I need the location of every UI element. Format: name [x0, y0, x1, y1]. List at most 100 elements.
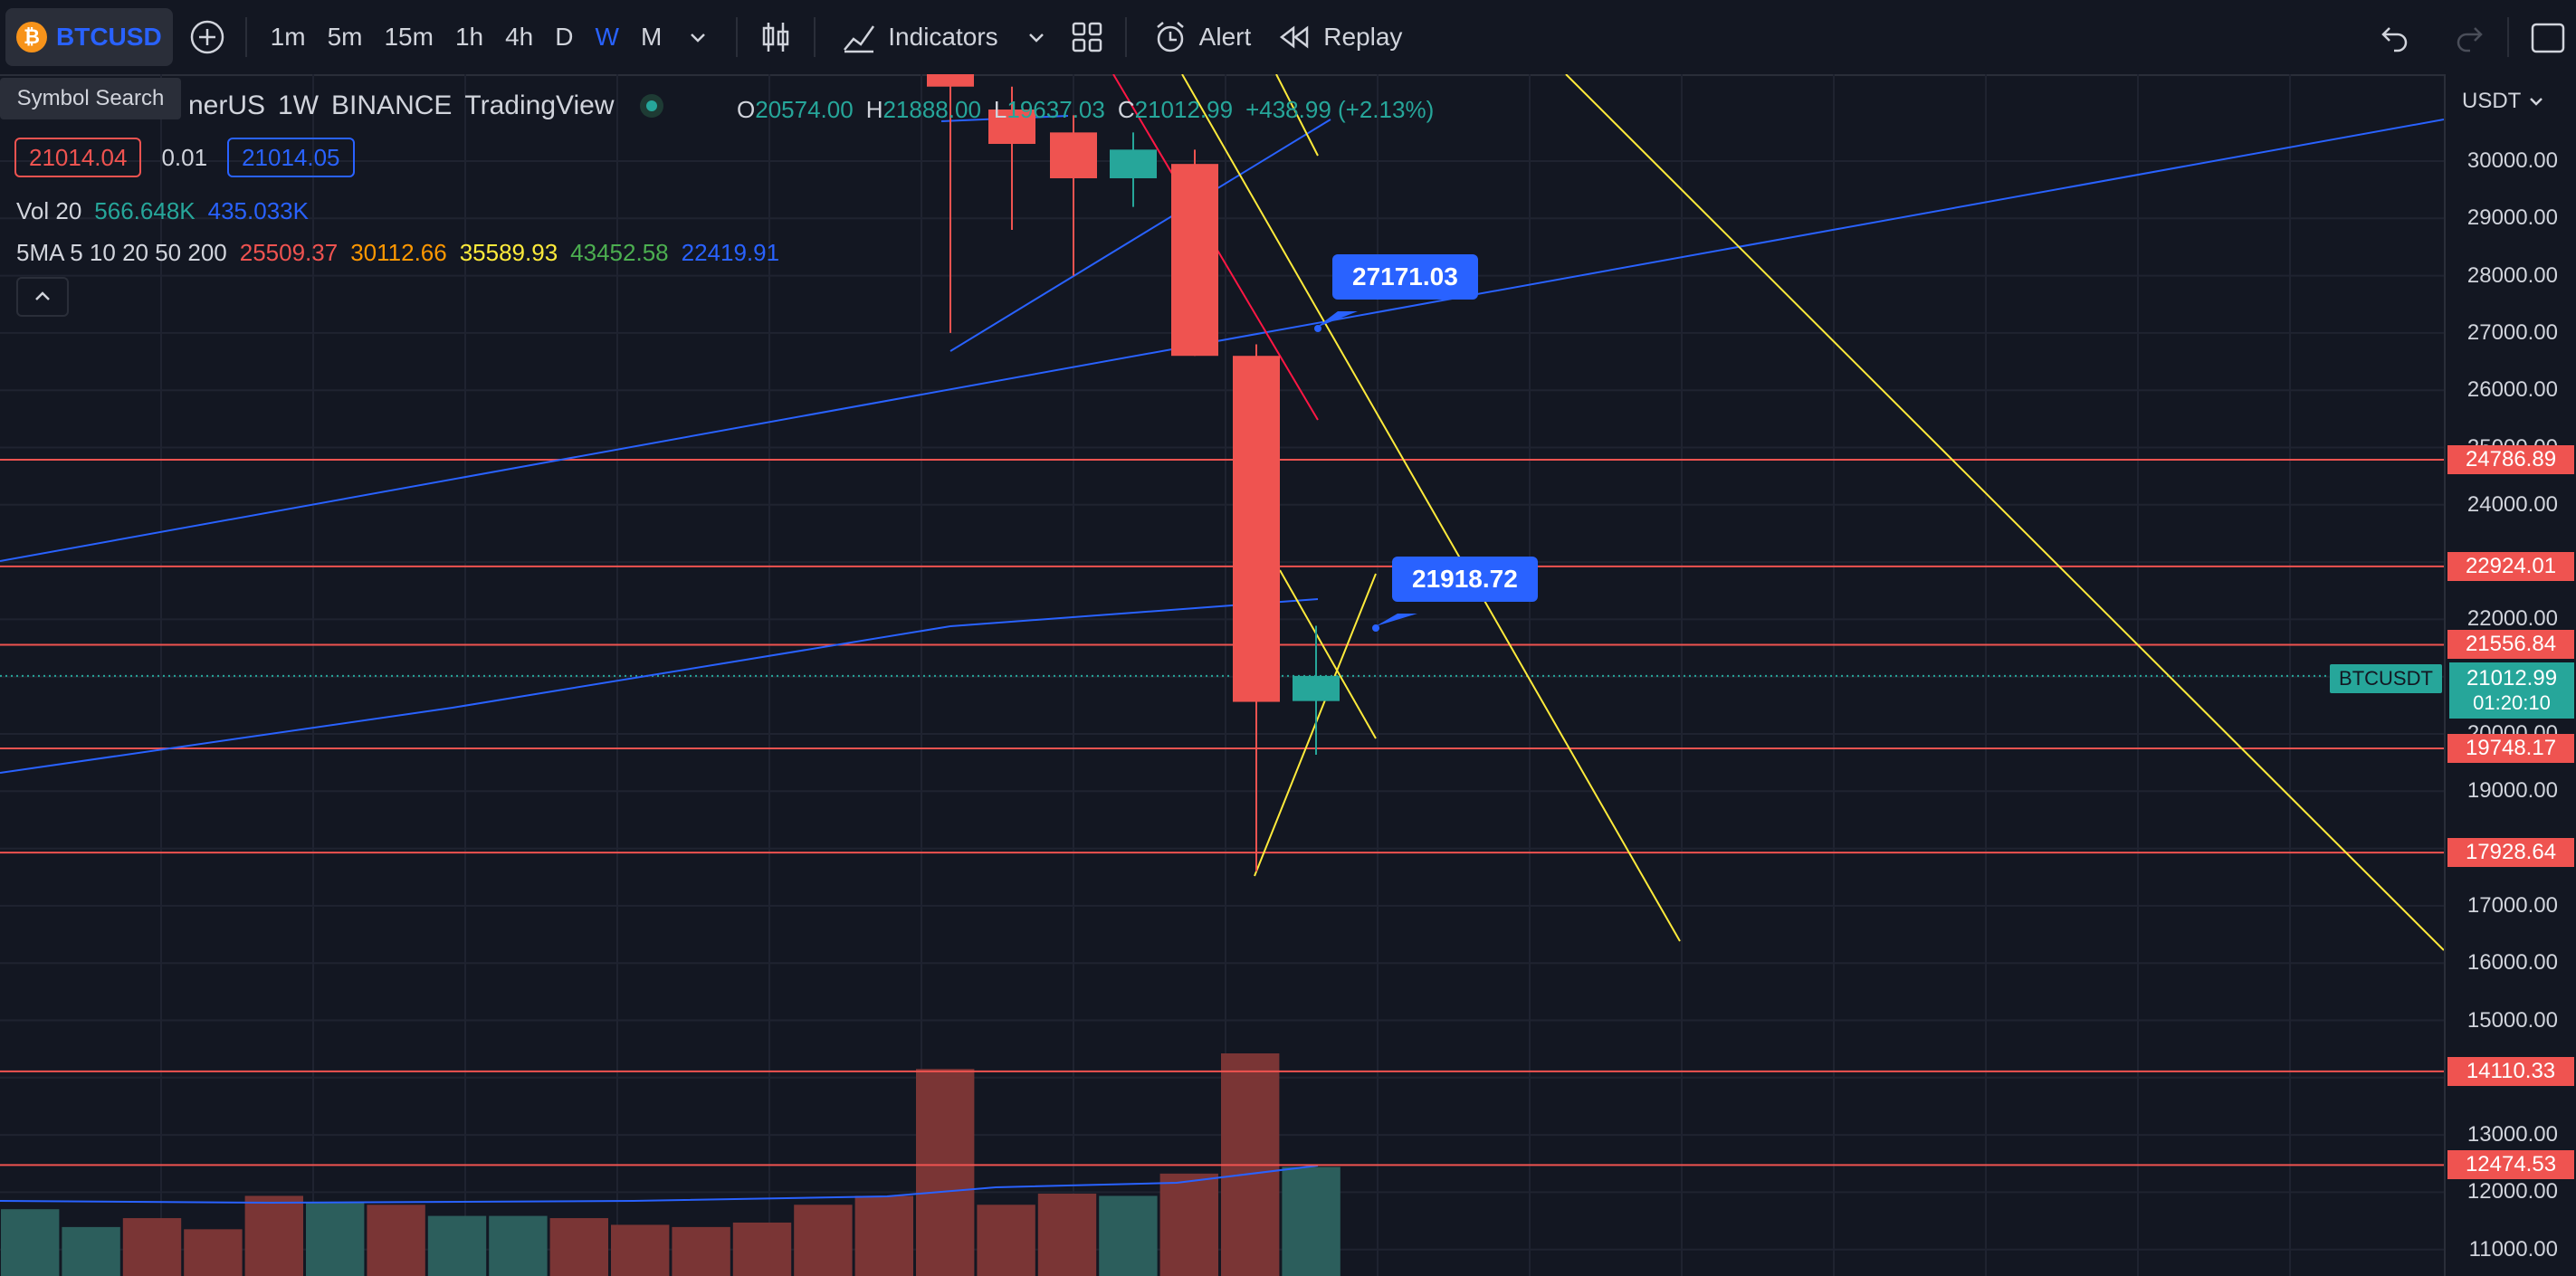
plus-circle-icon	[190, 20, 224, 54]
spread-value: 0.01	[161, 143, 208, 171]
toolbar-divider	[814, 17, 816, 57]
chevron-down-icon	[1028, 33, 1044, 43]
trend-line	[1275, 74, 1319, 157]
horizontal-level-tag[interactable]: 21556.84	[2447, 630, 2574, 660]
ma-value: 35589.93	[459, 239, 558, 266]
horizontal-level-tag[interactable]: 19748.17	[2447, 733, 2574, 763]
volume-bar	[122, 1218, 182, 1276]
symbol-label: BTCUSD	[56, 23, 162, 51]
timeframe-5m-button[interactable]: 5m	[327, 23, 363, 51]
last-price-tag: 21012.99 01:20:10	[2449, 662, 2574, 719]
chevron-down-icon	[2530, 98, 2543, 106]
timeframe-1h-button[interactable]: 1h	[454, 23, 484, 51]
volume-bar	[732, 1222, 792, 1276]
candle-body	[1233, 356, 1280, 702]
horizontal-level-tag[interactable]: 24786.89	[2447, 444, 2574, 474]
last-price-value: 21012.99	[2466, 666, 2558, 690]
toolbar-divider	[2507, 17, 2509, 57]
legend-source: TradingView	[464, 90, 615, 120]
bitcoin-icon: ₿	[16, 22, 47, 52]
buy-price-button[interactable]: 21014.05	[227, 138, 355, 177]
replay-button[interactable]: Replay	[1264, 0, 1415, 74]
redo-button[interactable]	[2444, 12, 2495, 62]
horizontal-level-tag[interactable]: 14110.33	[2447, 1056, 2574, 1086]
bid-ask-row: 21014.04 0.01 21014.05	[14, 138, 355, 177]
callout-markers	[1314, 311, 1417, 632]
chart-type-button[interactable]	[750, 12, 801, 62]
compare-add-button[interactable]	[182, 12, 233, 62]
close-label: C	[1117, 96, 1135, 123]
price-axis-label: 19000.00	[2466, 778, 2558, 804]
high-value: 21888.00	[883, 96, 981, 123]
trend-line	[1181, 74, 1681, 942]
open-value: 20574.00	[755, 96, 854, 123]
callout-pointer	[1316, 311, 1358, 328]
timeframe-m-button[interactable]: M	[640, 23, 663, 51]
timeframe-d-button[interactable]: D	[555, 23, 574, 51]
volume-label: Vol 20	[16, 197, 82, 224]
volume-bar	[854, 1195, 913, 1276]
callout-anchor	[1372, 624, 1379, 632]
legend-collapse-button[interactable]	[16, 277, 69, 317]
legend-symbol-name[interactable]: nerUS	[188, 90, 266, 120]
volume-bar	[916, 1069, 975, 1276]
drawing-lines	[0, 74, 2444, 1166]
volume-bar	[1, 1209, 60, 1276]
timeframe-15m-button[interactable]: 15m	[384, 23, 434, 51]
sell-price-button[interactable]: 21014.04	[14, 138, 142, 177]
horizontal-level-tag[interactable]: 17928.64	[2447, 838, 2574, 868]
bar-countdown: 01:20:10	[2473, 691, 2551, 714]
legend-title-row: nerUS 1W BINANCE TradingView	[188, 90, 663, 121]
high-label: H	[865, 96, 883, 123]
moving-average-line	[0, 598, 1319, 774]
candle-body	[1293, 675, 1340, 701]
price-axis-label: 13000.00	[2466, 1122, 2558, 1147]
price-callout[interactable]: 27171.03	[1332, 254, 1478, 300]
alarm-clock-icon	[1156, 22, 1184, 52]
horizontal-level-tag[interactable]: 12474.53	[2447, 1150, 2574, 1180]
volume-bar	[611, 1224, 670, 1276]
grid-icon	[1072, 22, 1102, 52]
indicators-label: Indicators	[888, 23, 998, 51]
undo-button[interactable]	[2370, 12, 2420, 62]
candle-body	[927, 74, 974, 87]
price-axis-label: 17000.00	[2466, 892, 2558, 918]
timeframe-w-button[interactable]: W	[595, 23, 619, 51]
price-chart[interactable]	[0, 74, 2444, 1276]
indicators-dropdown-button[interactable]	[1011, 12, 1062, 62]
volume-bar	[794, 1205, 853, 1276]
toolbar-divider	[244, 17, 247, 57]
price-axis-label: 29000.00	[2466, 205, 2558, 231]
volume-bar	[1099, 1195, 1158, 1276]
price-callout[interactable]: 21918.72	[1392, 557, 1538, 602]
ma-value: 43452.58	[570, 239, 669, 266]
price-axis-label: 30000.00	[2466, 148, 2558, 173]
price-axis-label: 16000.00	[2466, 950, 2558, 976]
close-value: 21012.99	[1134, 96, 1234, 123]
fullscreen-button[interactable]	[2522, 12, 2572, 62]
symbol-search-button[interactable]: ₿ BTCUSD	[5, 8, 173, 66]
indicators-button[interactable]: Indicators	[828, 0, 1010, 74]
price-axis-label: 11000.00	[2468, 1236, 2558, 1262]
price-axis-label: 26000.00	[2466, 377, 2558, 403]
volume-value: 566.648K	[94, 197, 196, 224]
timeframe-1m-button[interactable]: 1m	[270, 23, 306, 51]
alert-button[interactable]: Alert	[1140, 0, 1264, 74]
timeframe-4h-button[interactable]: 4h	[505, 23, 534, 51]
volume-ma-value: 435.033K	[207, 197, 309, 224]
price-axis-label: 15000.00	[2466, 1007, 2558, 1033]
volume-ma-line	[0, 1165, 1319, 1205]
volume-bar	[489, 1215, 548, 1276]
currency-selector[interactable]: USDT	[2462, 89, 2544, 114]
ma-value: 25509.37	[239, 239, 339, 266]
horizontal-level-tag[interactable]: 22924.01	[2447, 551, 2574, 581]
redo-icon	[2457, 27, 2483, 52]
timeframe-dropdown-button[interactable]	[673, 12, 723, 62]
legend-exchange: BINANCE	[331, 90, 453, 120]
templates-button[interactable]	[1062, 12, 1112, 62]
volume-bar	[549, 1218, 608, 1276]
volume-bar	[244, 1195, 303, 1276]
volume-bar	[62, 1226, 120, 1276]
toolbar-divider	[1124, 17, 1127, 57]
change-value: +438.99 (+2.13%)	[1245, 96, 1435, 123]
